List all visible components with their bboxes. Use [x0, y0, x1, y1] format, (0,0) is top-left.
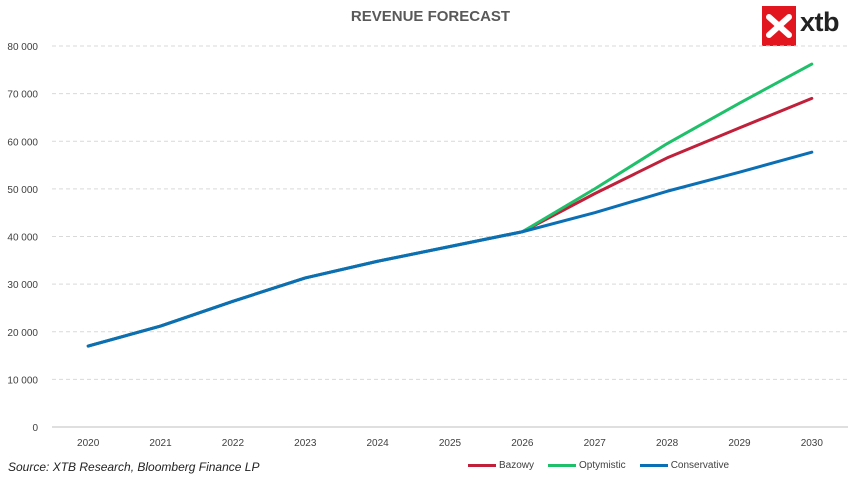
x-tick-label: 2027: [584, 438, 607, 449]
x-tick-label: 2029: [728, 438, 751, 449]
xtb-logo-mark-icon: [762, 6, 796, 46]
y-tick-label: 80 000: [7, 42, 38, 53]
legend-swatch-conservative: [639, 464, 668, 467]
y-tick-label: 40 000: [7, 233, 38, 244]
x-axis-tick-labels: 2020 2021 2022 2023 2024 2025 2026 2027 2028 2029…: [77, 438, 823, 449]
legend-swatch-optymistic: [548, 464, 577, 467]
legend-label-bazowy: Bazowy: [499, 460, 535, 471]
series-line-bazowy: [86, 96, 814, 348]
legend-item-optymistic: Optymistic: [548, 460, 626, 471]
legend-item-conservative: Conservative: [639, 460, 730, 471]
x-tick-label: 2026: [511, 438, 534, 449]
x-tick-label: 2021: [149, 438, 172, 449]
legend-label-conservative: Conservative: [670, 460, 730, 471]
y-tick-label: 20 000: [7, 328, 38, 339]
y-axis-tick-labels: 0 10 000 20 000 30 000 40 000 50 000 60 000 70 …: [7, 42, 38, 434]
y-tick-label: 30 000: [7, 280, 38, 291]
x-tick-label: 2022: [222, 438, 245, 449]
y-tick-label: 50 000: [7, 185, 38, 196]
legend: Bazowy Optymistic Conservative: [468, 460, 729, 471]
y-tick-label: 70 000: [7, 90, 38, 101]
xtb-logo: xtb: [762, 6, 852, 46]
y-tick-label: 10 000: [7, 375, 38, 386]
xtb-logo-text: xtb: [800, 7, 840, 37]
legend-label-optymistic: Optymistic: [579, 460, 626, 471]
gridlines: [52, 45, 848, 428]
legend-item-bazowy: Bazowy: [468, 460, 534, 471]
x-tick-label: 2028: [656, 438, 679, 449]
series-lines: [86, 62, 814, 348]
x-tick-label: 2020: [77, 438, 100, 449]
x-tick-label: 2030: [801, 438, 824, 449]
legend-swatch-bazowy: [468, 464, 496, 467]
chart-title: REVENUE FORECAST: [350, 8, 511, 25]
y-tick-label: 60 000: [7, 137, 38, 148]
x-tick-label: 2024: [367, 438, 390, 449]
x-tick-label: 2025: [439, 438, 462, 449]
series-line-optymistic: [86, 62, 814, 348]
source-note: Source: XTB Research, Bloomberg Finance …: [8, 460, 260, 474]
series-line-conservative: [86, 150, 814, 348]
x-tick-label: 2023: [294, 438, 317, 449]
y-tick-label: 0: [32, 423, 38, 434]
